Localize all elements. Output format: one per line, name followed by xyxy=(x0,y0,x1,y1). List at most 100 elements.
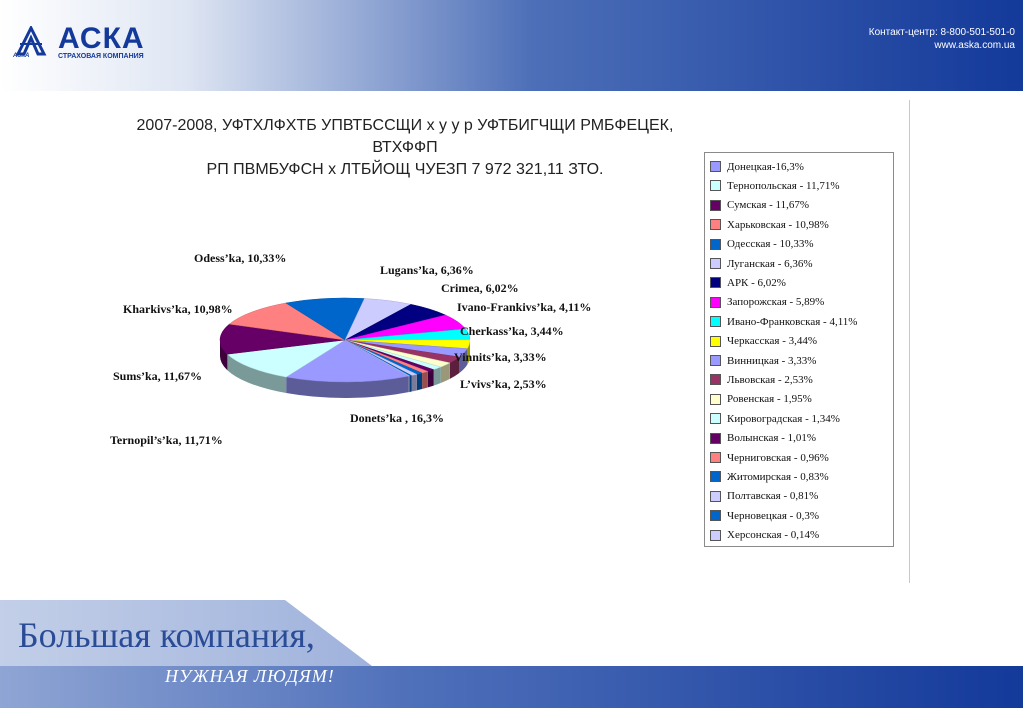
pie-slice-side xyxy=(433,366,441,386)
legend-label: Запорожская - 5,89% xyxy=(727,296,825,309)
pie-slice-side xyxy=(449,356,460,379)
pie-slice-side xyxy=(467,340,470,365)
legend-item: Черкасская - 3,44% xyxy=(710,332,817,351)
pie-chart xyxy=(219,297,470,398)
brand-subtitle: СТРАХОВАЯ КОМПАНИЯ xyxy=(58,53,144,60)
header-bar xyxy=(0,0,1023,91)
pie-slice-side xyxy=(440,362,450,383)
legend-item: Черновецкая - 0,3% xyxy=(710,506,819,525)
legend-swatch xyxy=(710,374,721,386)
legend-label: Житомирская - 0,83% xyxy=(727,470,829,483)
pie-slice-side xyxy=(409,375,412,392)
brand-small-mark: АСКА xyxy=(13,53,30,59)
pie-data-label: Ternopil’s’ka, 11,71% xyxy=(110,433,223,447)
pie-slice xyxy=(228,302,346,341)
pie-slice-side xyxy=(408,375,410,393)
legend-label: Донецкая-16,3% xyxy=(727,160,804,173)
chart-legend: Донецкая-16,3% Тернопольская - 11,71% Сумс… xyxy=(704,152,894,547)
pie-slice xyxy=(344,339,411,377)
legend-swatch xyxy=(710,296,721,308)
legend-label: Волынская - 1,01% xyxy=(727,432,817,445)
chart-title: 2007-2008, УФТХЛФХТБ УПВТБССЩИ х у у р У… xyxy=(110,115,700,181)
chart-title-line2: РП ПВМБУФСН х ЛТБЙОЩ ЧУЕЗП 7 972 321,11 … xyxy=(206,161,604,178)
pie-slice xyxy=(285,339,410,383)
legend-item: Сумская - 11,67% xyxy=(710,196,809,215)
legend-swatch xyxy=(710,393,721,405)
legend-swatch xyxy=(710,277,721,289)
legend-label: Кировоградская - 1,34% xyxy=(727,412,840,425)
legend-swatch xyxy=(710,471,721,483)
chart-title-line1: 2007-2008, УФТХЛФХТБ УПВТБССЩИ х у у р У… xyxy=(136,117,674,156)
legend-swatch xyxy=(710,413,721,425)
legend-swatch xyxy=(710,355,721,366)
legend-swatch xyxy=(710,335,721,347)
pie-data-label: Sums’ka, 11,67% xyxy=(113,369,203,383)
pie-slice xyxy=(219,323,346,355)
legend-item: Черниговская - 0,96% xyxy=(710,448,829,467)
legend-swatch xyxy=(710,432,721,444)
legend-label: Херсонская - 0,14% xyxy=(727,529,820,542)
contact-phone: Контакт-центр: 8-800-501-501-0 xyxy=(868,27,1015,38)
legend-item: Тернопольская - 11,71% xyxy=(710,176,840,195)
pie-slice-side xyxy=(427,369,434,388)
legend-item: Луганская - 6,36% xyxy=(710,254,813,273)
legend-label: Полтавская - 0,81% xyxy=(727,490,819,503)
slogan-line1: Большая компания, xyxy=(18,615,315,655)
legend-label: Луганская - 6,36% xyxy=(727,257,813,270)
legend-swatch xyxy=(710,490,721,502)
legend-label: Черновецкая - 0,3% xyxy=(727,509,820,522)
legend-label: Черниговская - 0,96% xyxy=(727,451,829,464)
legend-swatch xyxy=(710,452,721,463)
legend-label: Ровенская - 1,95% xyxy=(727,393,812,406)
footer-shape xyxy=(0,600,372,666)
pie-slice-side xyxy=(411,374,417,392)
legend-label: Харьковская - 10,98% xyxy=(727,218,829,231)
legend-item: Одесская - 10,33% xyxy=(710,235,814,254)
legend-item: Кировоградская - 1,34% xyxy=(710,409,840,428)
legend-swatch xyxy=(710,161,721,172)
legend-swatch xyxy=(710,238,721,250)
legend-label: Сумская - 11,67% xyxy=(727,199,810,212)
legend-label: Львовская - 2,53% xyxy=(727,373,813,386)
legend-item: Херсонская - 0,14% xyxy=(710,526,819,545)
legend-swatch xyxy=(710,180,721,192)
legend-item: Донецкая-16,3% xyxy=(710,157,804,176)
legend-label: Винницкая - 3,33% xyxy=(727,354,817,367)
legend-item: Харьковская - 10,98% xyxy=(710,215,829,234)
legend-swatch xyxy=(710,219,721,231)
pie-data-label: Donets’ka , 16,3% xyxy=(350,411,445,425)
pie-data-label: Ivano-Frankivs’ka, 4,11% xyxy=(457,300,592,314)
legend-item: Полтавская - 0,81% xyxy=(710,487,818,506)
legend-swatch xyxy=(710,510,721,522)
pie-data-label: Vinnits’ka, 3,33% xyxy=(454,350,547,364)
legend-item: Запорожская - 5,89% xyxy=(710,293,824,312)
brand-name: АСКА xyxy=(58,22,145,55)
pie-slice xyxy=(226,339,346,378)
legend-swatch xyxy=(710,258,721,269)
aska-logo-icon xyxy=(15,26,47,56)
legend-item: Ивано-Франковская - 4,11% xyxy=(710,312,857,331)
pie-data-label: Lugans’ka, 6,36% xyxy=(380,263,474,277)
legend-item: Ровенская - 1,95% xyxy=(710,390,812,409)
pie-slice-side xyxy=(286,376,409,398)
pie-data-label: L’vivs’ka, 2,53% xyxy=(460,377,547,391)
website-link[interactable]: www.aska.com.ua xyxy=(934,40,1015,51)
pie-slice-side xyxy=(416,373,423,391)
divider-line xyxy=(909,100,910,583)
contact-info: Контакт-центр: 8-800-501-501-0 www.aska.… xyxy=(869,26,1015,52)
pie-data-label: Kharkivs’ka, 10,98% xyxy=(123,302,233,316)
pie-data-label: Cherkass’ka, 3,44% xyxy=(460,324,564,338)
footer-band xyxy=(0,666,1023,708)
legend-item: Житомирская - 0,83% xyxy=(710,467,829,486)
pie-slice-side xyxy=(422,371,428,390)
legend-label: Черкасская - 3,44% xyxy=(727,335,818,348)
legend-label: АРК - 6,02% xyxy=(727,276,786,289)
pie-data-label: Odess’ka, 10,33% xyxy=(194,251,287,265)
legend-item: Львовская - 2,53% xyxy=(710,370,813,389)
pie-data-label: Crimea, 6,02% xyxy=(441,281,519,295)
legend-label: Ивано-Франковская - 4,11% xyxy=(727,315,858,328)
legend-swatch xyxy=(710,316,721,328)
pie-slice-side xyxy=(459,348,468,373)
legend-item: Волынская - 1,01% xyxy=(710,429,816,448)
slogan-line2: НУЖНАЯ ЛЮДЯМ! xyxy=(165,666,335,686)
